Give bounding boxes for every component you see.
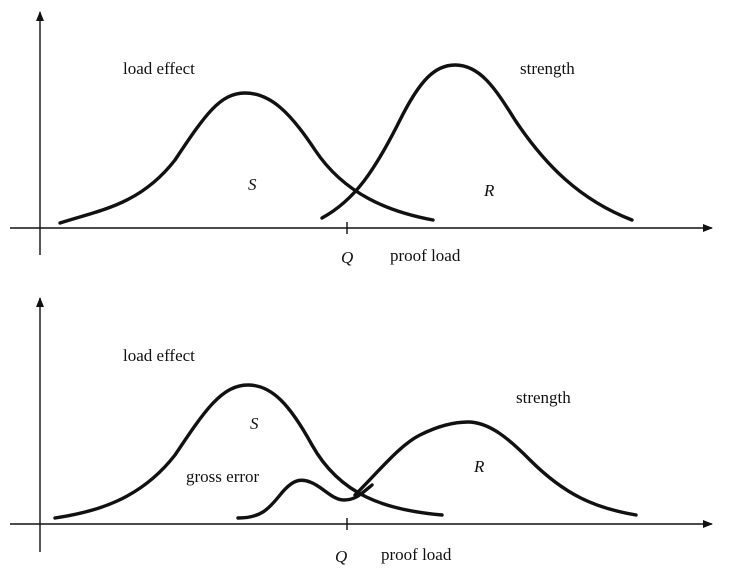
- bottom-strength-curve: [353, 420, 638, 517]
- top-q-symbol: Q: [341, 248, 353, 267]
- bottom-load-effect-curve: [53, 383, 444, 520]
- top-strength-label: strength: [520, 59, 575, 78]
- bottom-q-symbol: Q: [335, 547, 347, 566]
- top-proof-load-label: proof load: [390, 246, 461, 265]
- bottom-gross-error-curve: [236, 478, 374, 520]
- bottom-strength-label: strength: [516, 388, 571, 407]
- top-load-effect-label: load effect: [123, 59, 195, 78]
- top-load-effect-curve: [58, 91, 435, 225]
- bottom-proof-load-label: proof load: [381, 545, 452, 564]
- top-panel: load effect strength S R Q proof load: [10, 11, 713, 267]
- bottom-r-symbol: R: [473, 457, 485, 476]
- top-r-symbol: R: [483, 181, 495, 200]
- bottom-panel: load effect strength S R gross error Q p…: [10, 297, 713, 566]
- bottom-load-effect-label: load effect: [123, 346, 195, 365]
- bottom-s-symbol: S: [250, 414, 259, 433]
- top-strength-curve: [320, 63, 634, 222]
- top-s-symbol: S: [248, 175, 257, 194]
- bottom-gross-error-label: gross error: [186, 467, 260, 486]
